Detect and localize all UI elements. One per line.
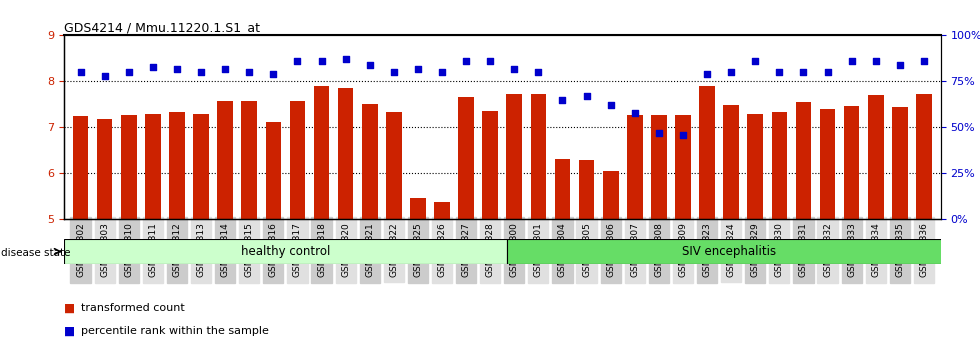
Point (868, 58, 884, 64)
Bar (723, 105, 739, 354)
Point (627, 110, 643, 115)
Text: transformed count: transformed count (81, 303, 185, 313)
Point (555, 97, 570, 103)
Point (218, 66, 233, 72)
Point (362, 62, 377, 68)
Point (241, 69, 257, 75)
Point (603, 103, 618, 108)
Text: ■: ■ (64, 325, 74, 337)
Point (916, 58, 932, 64)
Point (145, 64, 161, 69)
Point (410, 66, 425, 72)
Point (507, 66, 522, 72)
Bar (145, 114, 161, 354)
Bar (555, 159, 570, 354)
Bar (266, 122, 281, 354)
Bar (386, 112, 402, 354)
Bar (434, 202, 450, 354)
Text: ■: ■ (64, 302, 74, 314)
Bar (700, 86, 714, 354)
Point (530, 69, 546, 75)
Bar (64, 239, 507, 264)
Point (844, 58, 859, 64)
Point (193, 69, 209, 75)
Point (97, 73, 113, 79)
Bar (97, 119, 113, 354)
Point (434, 69, 450, 75)
Bar (290, 101, 305, 354)
Point (338, 57, 354, 62)
Point (699, 71, 714, 77)
Bar (627, 115, 643, 354)
Point (651, 130, 666, 136)
Bar (482, 111, 498, 354)
Point (482, 58, 498, 64)
Bar (73, 116, 88, 354)
Text: disease state: disease state (1, 248, 71, 258)
Bar (844, 106, 859, 354)
Point (748, 58, 763, 64)
Bar (170, 112, 185, 354)
Point (290, 58, 306, 64)
Bar (530, 94, 546, 354)
Point (796, 69, 811, 75)
Point (579, 93, 595, 99)
Bar (868, 95, 884, 354)
Point (170, 66, 185, 72)
Point (314, 58, 329, 64)
Point (459, 58, 474, 64)
Bar (771, 112, 787, 354)
Point (819, 69, 835, 75)
Bar (362, 103, 377, 354)
Bar (675, 115, 691, 354)
Bar (748, 114, 763, 354)
Bar (507, 239, 951, 264)
Point (892, 62, 907, 68)
Point (73, 69, 88, 75)
Point (675, 132, 691, 138)
Bar (314, 86, 329, 354)
Point (771, 69, 787, 75)
Text: GDS4214 / Mmu.11220.1.S1_at: GDS4214 / Mmu.11220.1.S1_at (64, 21, 260, 34)
Point (121, 69, 136, 75)
Point (386, 69, 402, 75)
Bar (241, 101, 257, 354)
Bar (916, 94, 932, 354)
Point (723, 69, 739, 75)
Bar (819, 109, 835, 354)
Bar (218, 101, 233, 354)
Bar (651, 115, 666, 354)
Bar (193, 114, 209, 354)
Bar (892, 107, 907, 354)
Bar (579, 160, 595, 354)
Text: SIV encephalitis: SIV encephalitis (682, 245, 776, 258)
Bar (507, 94, 522, 354)
Bar (459, 97, 474, 354)
Bar (796, 102, 811, 354)
Text: percentile rank within the sample: percentile rank within the sample (81, 326, 270, 336)
Bar (603, 171, 618, 354)
Point (266, 71, 281, 77)
Bar (338, 88, 354, 354)
Bar (121, 115, 136, 354)
Text: healthy control: healthy control (241, 245, 330, 258)
Bar (410, 198, 425, 354)
